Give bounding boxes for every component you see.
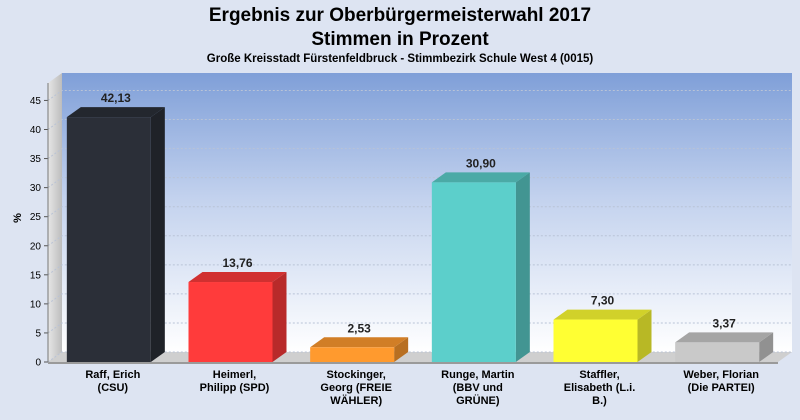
y-tick-label: 45 <box>30 96 42 107</box>
bar <box>66 117 151 362</box>
bar-side <box>272 272 287 362</box>
chart-subtitle: Große Kreisstadt Fürstenfeldbruck - Stim… <box>206 53 594 65</box>
y-tick-label: 35 <box>30 154 42 165</box>
category-label: Staffler, <box>579 369 619 381</box>
y-tick-label: 0 <box>35 358 41 369</box>
gridline <box>47 206 792 218</box>
gridline <box>47 235 792 247</box>
bar <box>310 347 395 362</box>
category-label: (CSU) <box>98 382 129 394</box>
data-label: 13,76 <box>222 256 252 270</box>
labels: 42,13 Raff, Erich(CSU) 13,76 Heimerl,Philip… <box>85 91 759 407</box>
y-axis-title: % <box>12 213 24 223</box>
category-label: Heimerl, <box>213 369 256 381</box>
gridline <box>47 351 792 363</box>
bar-top <box>66 107 165 118</box>
chart-title: Ergebnis zur Oberbürgermeisterwahl 2017 … <box>0 4 800 52</box>
category-label: B.) <box>592 395 607 407</box>
bar-top <box>188 272 287 283</box>
y-tick-label: 5 <box>35 328 41 339</box>
bar-top <box>310 337 409 348</box>
category-label: Stockinger, <box>327 369 386 381</box>
bar <box>675 342 760 362</box>
bar-side <box>515 172 530 362</box>
bar-top <box>675 332 774 343</box>
plot-left-wall <box>48 73 62 362</box>
bar <box>188 282 273 362</box>
y-axis: 0 5 10 15 20 25 30 35 40 45% <box>12 83 49 369</box>
data-label: 7,30 <box>591 294 615 308</box>
category-label: Runge, Martin <box>441 369 515 381</box>
bar-side <box>394 337 409 362</box>
bar <box>431 182 516 362</box>
bar-side <box>759 332 774 362</box>
category-label: Raff, Erich <box>85 369 140 381</box>
data-label: 42,13 <box>101 91 131 105</box>
y-tick-label: 15 <box>30 270 42 281</box>
category-label: Georg (FREIE <box>320 382 392 394</box>
gridline <box>47 177 792 189</box>
data-label: 2,53 <box>347 321 371 335</box>
gridline <box>47 293 792 305</box>
gridline <box>47 322 792 334</box>
bar-side <box>637 309 652 362</box>
chart-title-line-2: Stimmen in Prozent <box>311 29 489 50</box>
gridline <box>47 264 792 276</box>
category-label: (BBV und <box>453 382 503 394</box>
gridline <box>47 148 792 159</box>
y-tick-label: 10 <box>30 299 42 310</box>
bar-top <box>431 172 530 183</box>
chart-title-line-1: Ergebnis zur Oberbürgermeisterwahl 2017 <box>208 5 592 26</box>
category-label: Weber, Florian <box>683 369 759 381</box>
category-label: GRÜNE) <box>456 394 500 407</box>
gridlines <box>47 89 792 363</box>
bars <box>66 107 774 362</box>
plot-back-wall <box>62 73 792 352</box>
category-label: Elisabeth (L.i. <box>564 382 636 394</box>
y-tick-label: 30 <box>30 183 42 194</box>
bar <box>553 319 638 362</box>
y-tick-label: 40 <box>30 125 42 136</box>
plot-floor-edge <box>48 362 778 364</box>
gridline <box>47 119 792 130</box>
gridline <box>47 89 792 101</box>
bar-side <box>150 107 165 362</box>
category-label: Philipp (SPD) <box>200 382 270 394</box>
bar-top <box>553 309 652 320</box>
y-tick-label: 20 <box>30 241 42 252</box>
data-label: 30,90 <box>466 156 496 170</box>
category-label: WÄHLER) <box>330 394 382 407</box>
y-tick-label: 25 <box>30 212 42 223</box>
data-label: 3,37 <box>712 316 736 330</box>
category-label: (Die PARTEI) <box>688 382 755 394</box>
